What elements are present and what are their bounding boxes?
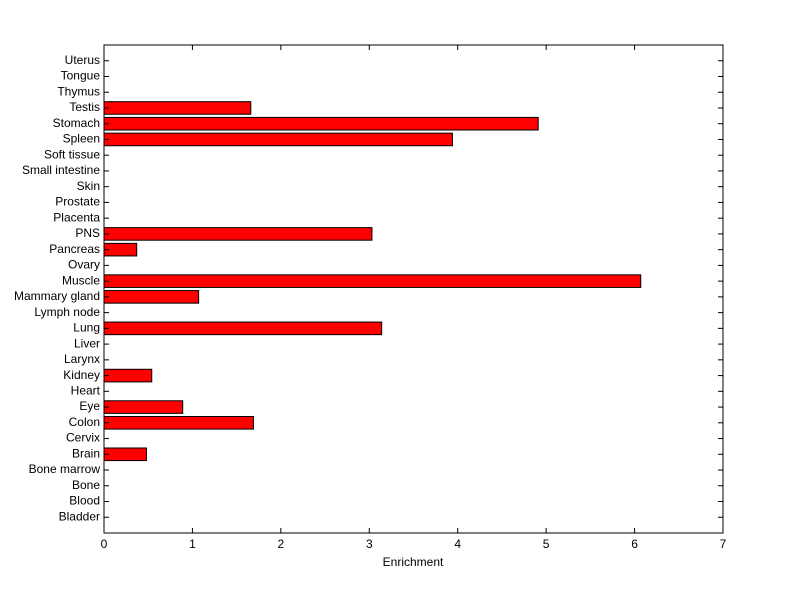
y-tick-label: Testis [69, 100, 100, 114]
y-tick-label: Skin [77, 179, 100, 193]
x-tick-label: 5 [543, 537, 550, 551]
y-tick-label: Liver [74, 336, 100, 350]
y-tick-label: Bladder [59, 509, 100, 523]
y-tick-label: Lung [73, 321, 100, 335]
bar [103, 368, 153, 383]
y-tick-label: Prostate [55, 195, 100, 209]
y-tick-label: Pancreas [49, 242, 100, 256]
bar [103, 290, 200, 304]
x-tick-label: 7 [720, 537, 727, 551]
y-tick-label: Tongue [61, 69, 101, 83]
y-tick-label: Lymph node [34, 305, 100, 319]
x-tick-label: 1 [189, 537, 196, 551]
y-tick-label: Bone [72, 478, 100, 492]
bar [103, 274, 642, 288]
y-tick-label: Muscle [62, 273, 100, 287]
bar [103, 447, 147, 462]
x-tick-label: 6 [631, 537, 638, 551]
bar [103, 321, 383, 336]
y-tick-label: Eye [79, 399, 100, 413]
y-tick-label: Ovary [68, 258, 100, 272]
y-tick-label: Stomach [53, 116, 100, 130]
y-tick-label: Colon [69, 415, 100, 429]
y-tick-label: Cervix [66, 431, 100, 445]
y-tick-label: Mammary gland [14, 289, 100, 303]
y-tick-label: Brain [72, 446, 100, 460]
x-tick-label: 3 [366, 537, 373, 551]
bar [103, 101, 252, 115]
bar [103, 227, 373, 241]
x-tick-label: 0 [101, 537, 108, 551]
y-tick-label: PNS [75, 226, 100, 240]
y-tick-label: Spleen [63, 132, 100, 146]
bar [103, 116, 539, 131]
y-tick-label: Larynx [64, 352, 100, 366]
y-tick-label: Blood [69, 494, 100, 508]
x-axis-label: Enrichment [383, 555, 444, 569]
x-tick-label: 4 [454, 537, 461, 551]
y-tick-label: Heart [71, 383, 101, 397]
y-tick-label: Soft tissue [44, 147, 100, 161]
bar [103, 416, 254, 430]
y-tick-label: Thymus [57, 84, 100, 98]
x-tick-label: 2 [278, 537, 285, 551]
y-tick-label: Placenta [53, 210, 100, 224]
bar [103, 132, 453, 147]
y-tick-label: Kidney [63, 368, 100, 382]
bar [103, 400, 184, 414]
y-tick-label: Bone marrow [29, 462, 101, 476]
plot-frame [103, 44, 724, 534]
y-tick-label: Small intestine [22, 163, 100, 177]
y-tick-label: Uterus [65, 53, 100, 67]
